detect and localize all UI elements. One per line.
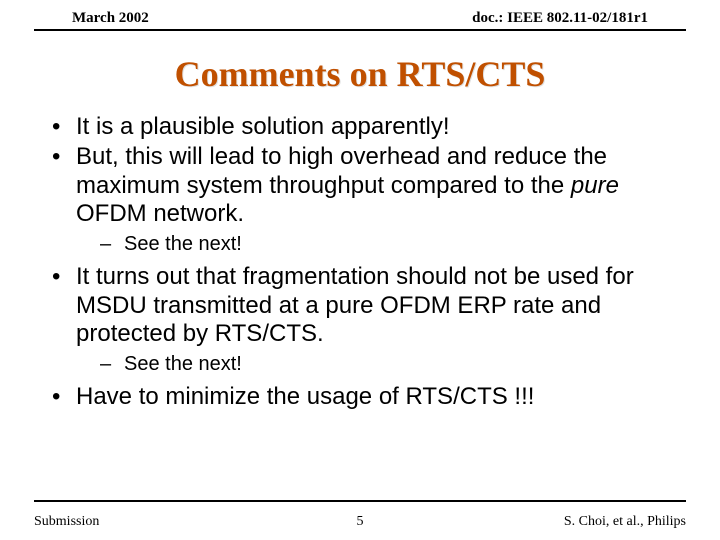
bullet-text: Have to minimize the usage of RTS/CTS !!… xyxy=(76,383,534,410)
footer-page-number: 5 xyxy=(357,514,364,530)
bullet-item: It is a plausible solution apparently! xyxy=(48,113,672,141)
bullet-text-em: pure xyxy=(571,172,619,199)
bullet-item: It turns out that fragmentation should n… xyxy=(48,263,672,377)
bullet-item: Have to minimize the usage of RTS/CTS !!… xyxy=(48,383,672,411)
footer-divider xyxy=(34,500,686,502)
slide-body: It is a plausible solution apparently! B… xyxy=(0,113,720,412)
bullet-text-post: OFDM network. xyxy=(76,200,244,227)
header-date: March 2002 xyxy=(72,10,149,27)
bullet-text: It turns out that fragmentation should n… xyxy=(76,263,634,347)
bullet-text: It is a plausible solution apparently! xyxy=(76,113,450,140)
sub-bullet-text: See the next! xyxy=(124,353,242,375)
slide-header: March 2002 doc.: IEEE 802.11-02/181r1 xyxy=(34,0,686,31)
bullet-item: But, this will lead to high overhead and… xyxy=(48,143,672,257)
slide-footer: Submission 5 S. Choi, et al., Philips xyxy=(34,514,686,530)
footer-right: S. Choi, et al., Philips xyxy=(564,514,686,530)
sub-bullet-text: See the next! xyxy=(124,233,242,255)
bullet-text-pre: But, this will lead to high overhead and… xyxy=(76,143,607,198)
slide-title: Comments on RTS/CTS xyxy=(0,53,720,95)
footer-left: Submission xyxy=(34,514,99,530)
header-doc-id: doc.: IEEE 802.11-02/181r1 xyxy=(472,10,648,27)
sub-bullet-item: See the next! xyxy=(76,352,672,377)
sub-bullet-item: See the next! xyxy=(76,232,672,257)
